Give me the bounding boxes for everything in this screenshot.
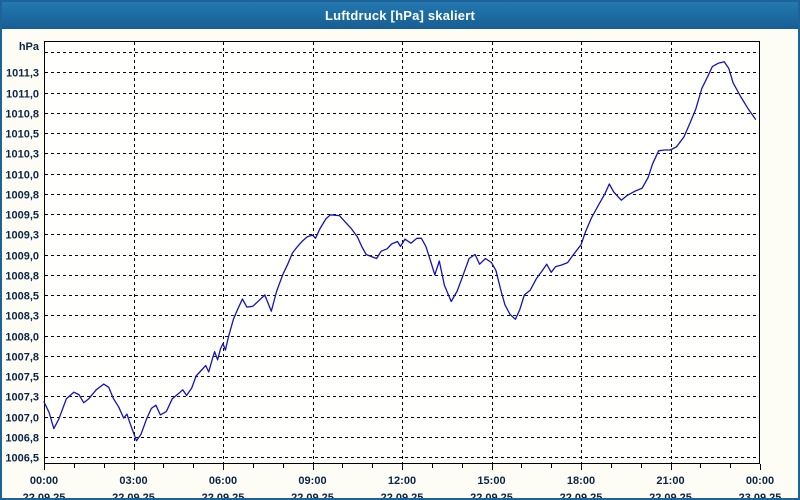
svg-text:1007,0: 1007,0 xyxy=(5,413,39,425)
svg-text:1009,0: 1009,0 xyxy=(5,251,39,263)
svg-text:22.09.25: 22.09.25 xyxy=(560,492,603,498)
plot-frame xyxy=(44,41,760,464)
pressure-curve xyxy=(43,61,757,442)
svg-text:06:00: 06:00 xyxy=(209,475,237,487)
pressure-line-chart: 1011,3 1011,0 1010,8 1010,5 1010,3 1010,0 1009… xyxy=(5,41,782,498)
svg-text:22.09.25: 22.09.25 xyxy=(202,492,245,498)
svg-text:18:00: 18:00 xyxy=(567,475,595,487)
svg-text:hPa: hPa xyxy=(19,41,40,53)
svg-text:22.09.25: 22.09.25 xyxy=(23,492,66,498)
svg-text:1010,3: 1010,3 xyxy=(5,149,39,161)
svg-text:22.09.25: 22.09.25 xyxy=(649,492,692,498)
svg-text:1011,0: 1011,0 xyxy=(6,89,39,101)
svg-text:23.09.25: 23.09.25 xyxy=(739,492,782,498)
svg-text:1008,0: 1008,0 xyxy=(5,332,39,344)
svg-text:22.09.25: 22.09.25 xyxy=(470,492,513,498)
svg-text:1007,5: 1007,5 xyxy=(5,372,39,384)
svg-text:1009,5: 1009,5 xyxy=(5,210,39,222)
svg-text:03:00: 03:00 xyxy=(119,475,147,487)
svg-text:1009,8: 1009,8 xyxy=(5,190,39,202)
svg-text:00:00: 00:00 xyxy=(746,475,774,487)
svg-text:22.09.25: 22.09.25 xyxy=(112,492,155,498)
svg-text:1011,3: 1011,3 xyxy=(6,68,39,80)
svg-text:1009,3: 1009,3 xyxy=(5,230,39,242)
window-title: Luftdruck [hPa] skaliert xyxy=(325,8,475,23)
title-bar: Luftdruck [hPa] skaliert xyxy=(2,2,798,29)
svg-text:1007,8: 1007,8 xyxy=(5,352,39,364)
svg-text:1008,8: 1008,8 xyxy=(5,271,39,283)
svg-text:12:00: 12:00 xyxy=(388,475,416,487)
svg-text:09:00: 09:00 xyxy=(298,475,326,487)
svg-text:1010,5: 1010,5 xyxy=(5,129,39,141)
svg-text:22.09.25: 22.09.25 xyxy=(291,492,334,498)
svg-text:22.09.25: 22.09.25 xyxy=(381,492,424,498)
svg-text:15:00: 15:00 xyxy=(477,475,505,487)
svg-text:1008,5: 1008,5 xyxy=(5,291,39,303)
svg-text:1006,5: 1006,5 xyxy=(5,453,39,465)
svg-text:1006,8: 1006,8 xyxy=(5,433,39,445)
chart-area: 1011,3 1011,0 1010,8 1010,5 1010,3 1010,0 1009… xyxy=(2,29,798,498)
svg-text:1010,0: 1010,0 xyxy=(5,170,39,182)
svg-text:1008,3: 1008,3 xyxy=(5,311,39,323)
svg-text:1010,8: 1010,8 xyxy=(5,109,39,121)
svg-text:21:00: 21:00 xyxy=(656,475,684,487)
svg-text:00:00: 00:00 xyxy=(30,475,58,487)
svg-text:1007,3: 1007,3 xyxy=(5,392,39,404)
